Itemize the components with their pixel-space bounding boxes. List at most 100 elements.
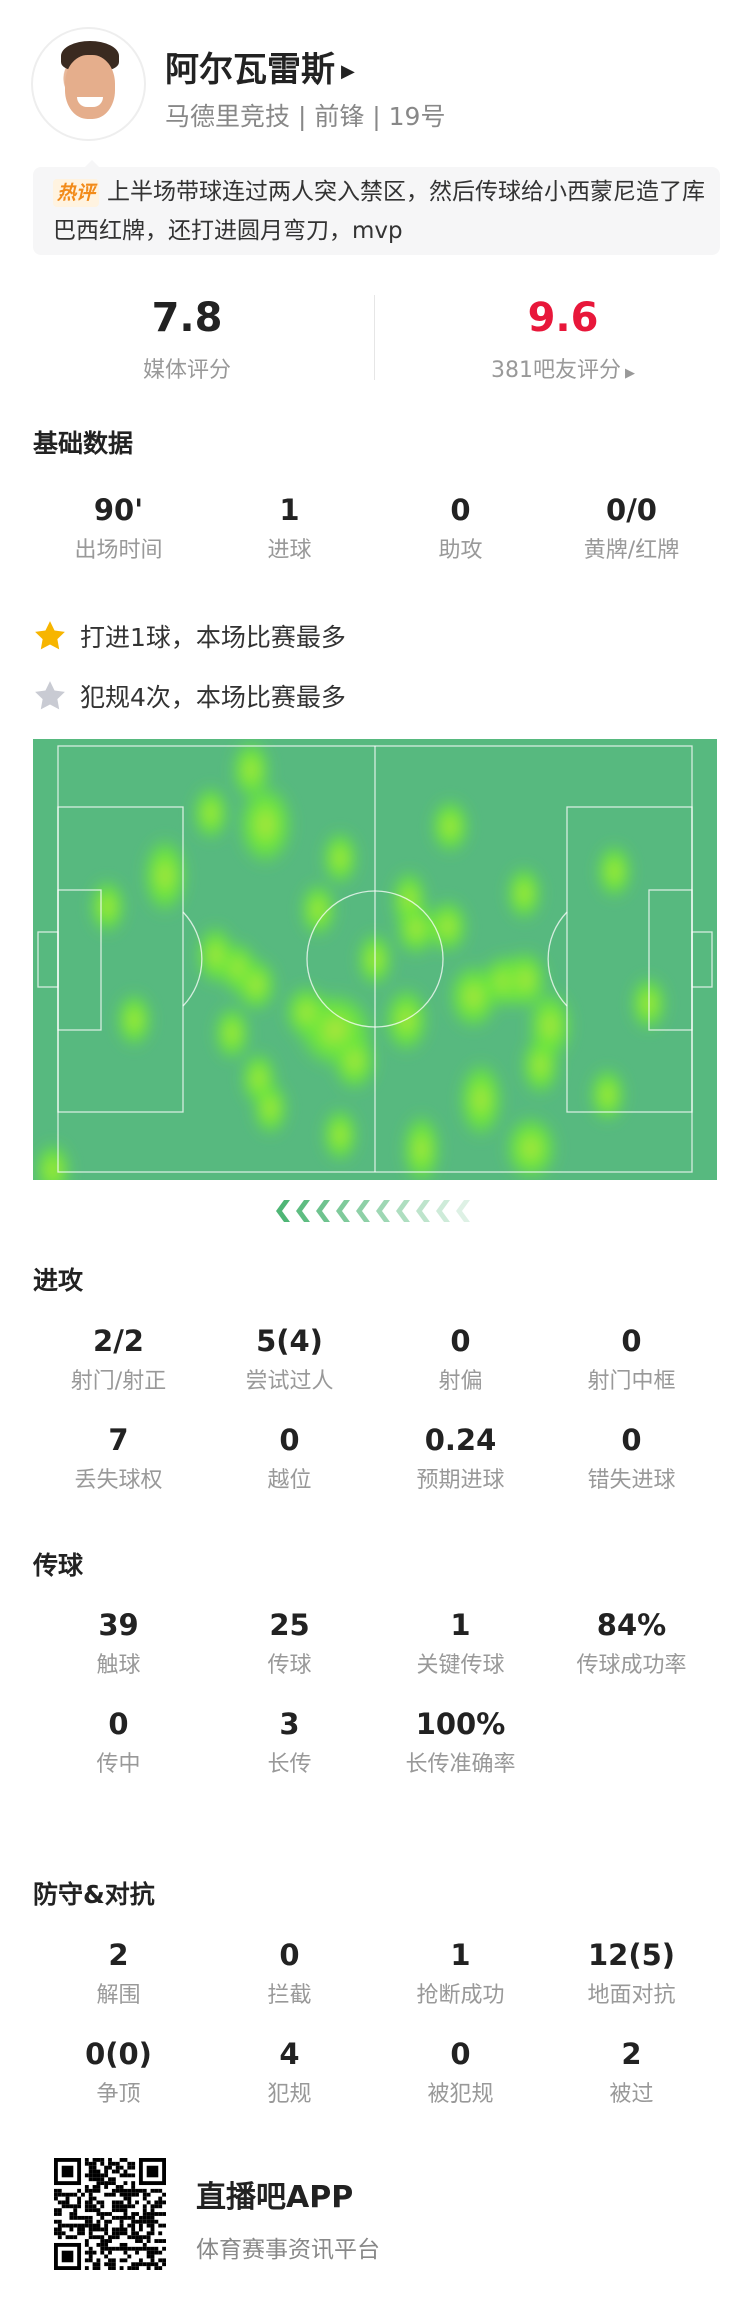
stat-label: 长传准确率 bbox=[405, 1752, 516, 1777]
stat-value: 1 bbox=[450, 1938, 471, 1972]
stat-value: 25 bbox=[269, 1608, 310, 1642]
highlight-item: 打进1球，本场比赛最多 bbox=[33, 618, 346, 654]
stat-label: 传球成功率 bbox=[576, 1653, 687, 1678]
stat-value: 0 bbox=[450, 493, 471, 527]
heat-blob bbox=[426, 898, 469, 955]
heat-blob bbox=[321, 1107, 359, 1164]
heat-blob bbox=[503, 948, 548, 1011]
stat-value: 2 bbox=[108, 1938, 129, 1972]
stat-label: 触球 bbox=[96, 1653, 141, 1678]
fan-rating-value: 9.6 bbox=[527, 295, 599, 341]
player-subtitle: 马德里竞技 | 前锋 | 19号 bbox=[165, 102, 446, 131]
stat-item: 0 拦截 bbox=[204, 1937, 375, 2009]
stat-label: 关键传球 bbox=[416, 1653, 505, 1678]
player-name-link[interactable]: 阿尔瓦雷斯 ▶ bbox=[165, 42, 355, 91]
stat-item: 90' 出场时间 bbox=[33, 492, 204, 564]
stat-label: 抢断成功 bbox=[416, 1983, 505, 2008]
stat-label: 越位 bbox=[267, 1468, 312, 1493]
heat-blob bbox=[430, 798, 470, 855]
stat-label: 犯规 bbox=[267, 2082, 312, 2107]
gold-star-icon bbox=[35, 621, 65, 650]
stat-label: 助攻 bbox=[438, 538, 483, 563]
stat-value: 90' bbox=[93, 493, 144, 527]
highlight-text: 打进1球，本场比赛最多 bbox=[80, 623, 346, 652]
stat-item: 3 长传 bbox=[204, 1706, 375, 1778]
arrow-chevron-icon bbox=[396, 1200, 410, 1222]
fan-rating-label: 381吧友评分 bbox=[491, 358, 621, 383]
stat-item: 84% 传球成功率 bbox=[546, 1607, 717, 1679]
app-name: 直播吧APP bbox=[196, 2180, 354, 2215]
stat-value: 39 bbox=[98, 1608, 139, 1642]
fan-rating[interactable]: 9.6 381吧友评分 ▶ bbox=[413, 292, 713, 384]
stat-value: 0(0) bbox=[85, 2037, 152, 2071]
stat-label: 丢失球权 bbox=[74, 1468, 163, 1493]
stat-value: 0 bbox=[279, 1423, 300, 1457]
heat-blob bbox=[89, 878, 126, 935]
media-rating-label: 媒体评分 bbox=[142, 358, 231, 383]
rating-divider bbox=[374, 295, 375, 380]
stat-label: 解围 bbox=[96, 1983, 141, 2008]
stat-value: 7 bbox=[108, 1423, 129, 1457]
stat-label: 传球 bbox=[267, 1653, 312, 1678]
section-title-attack: 进攻 bbox=[33, 1266, 84, 1295]
stat-value: 0 bbox=[450, 2037, 471, 2071]
stat-value: 5(4) bbox=[256, 1324, 323, 1358]
stat-label: 射偏 bbox=[438, 1369, 483, 1394]
stat-item: 12(5) 地面对抗 bbox=[546, 1937, 717, 2009]
hot-comment: 热评 上半场带球连过两人突入禁区，然后传球给小西蒙尼造了库巴西红牌，还打进圆月弯刀… bbox=[33, 160, 720, 255]
attack-direction-arrows bbox=[276, 1200, 470, 1222]
arrow-chevron-icon bbox=[436, 1200, 450, 1222]
stat-label: 预期进球 bbox=[416, 1468, 505, 1493]
heat-blob bbox=[395, 900, 438, 957]
stat-label: 被犯规 bbox=[427, 2082, 494, 2107]
stat-value: 0.24 bbox=[424, 1423, 497, 1457]
heat-blob bbox=[192, 785, 230, 842]
heat-blob bbox=[34, 1141, 72, 1180]
heat-blob bbox=[589, 1066, 626, 1123]
basic-stats-grid: 90' 出场时间 1 进球 0 助攻 0/0 黄牌/红牌 bbox=[33, 492, 717, 564]
stat-label: 出场时间 bbox=[74, 538, 163, 563]
stat-item: 0 传中 bbox=[33, 1706, 204, 1778]
stat-value: 1 bbox=[279, 493, 300, 527]
stat-item: 100% 长传准确率 bbox=[375, 1706, 546, 1778]
heat-blob bbox=[234, 956, 277, 1013]
stat-value: 2/2 bbox=[93, 1324, 144, 1358]
stat-value: 0 bbox=[279, 1938, 300, 1972]
pitch-lines bbox=[37, 745, 713, 1173]
highlight-text: 犯规4次，本场比赛最多 bbox=[80, 683, 346, 712]
stat-item: 0 射门中框 bbox=[546, 1323, 717, 1395]
qr-code[interactable] bbox=[53, 2158, 167, 2270]
hot-comment-badge: 热评 bbox=[53, 179, 100, 207]
stat-label: 进球 bbox=[267, 538, 312, 563]
stat-value: 0 bbox=[450, 1324, 471, 1358]
player-avatar[interactable] bbox=[31, 27, 146, 141]
stat-item: 0 错失进球 bbox=[546, 1422, 717, 1494]
heat-blob bbox=[237, 782, 294, 867]
arrow-chevron-icon bbox=[316, 1200, 330, 1222]
media-rating: 7.8 媒体评分 bbox=[37, 292, 337, 384]
stat-item: 0 助攻 bbox=[375, 492, 546, 564]
highlight-item: 犯规4次，本场比赛最多 bbox=[33, 678, 346, 714]
stat-label: 黄牌/红牌 bbox=[583, 538, 680, 563]
stat-item: 1 关键传球 bbox=[375, 1607, 546, 1679]
section-title-passing: 传球 bbox=[33, 1551, 84, 1580]
player-name: 阿尔瓦雷斯 bbox=[165, 50, 335, 90]
stat-item: 0 射偏 bbox=[375, 1323, 546, 1395]
arrow-chevron-icon bbox=[376, 1200, 390, 1222]
media-rating-value: 7.8 bbox=[151, 295, 223, 341]
stat-value: 0/0 bbox=[606, 493, 657, 527]
arrow-chevron-icon bbox=[456, 1200, 470, 1222]
stat-label: 射门/射正 bbox=[70, 1369, 167, 1394]
stat-item: 0.24 预期进球 bbox=[375, 1422, 546, 1494]
heat-blob bbox=[300, 881, 337, 938]
silver-star-icon bbox=[35, 681, 65, 710]
stat-value: 12(5) bbox=[587, 1938, 676, 1972]
stat-value: 1 bbox=[450, 1608, 471, 1642]
stat-item: 1 进球 bbox=[204, 492, 375, 564]
stat-value: 0 bbox=[621, 1324, 642, 1358]
heat-blob bbox=[520, 1034, 561, 1097]
heat-blob bbox=[505, 865, 543, 922]
stat-item: 2 解围 bbox=[33, 1937, 204, 2009]
heat-blob bbox=[332, 1030, 377, 1092]
stat-label: 错失进球 bbox=[587, 1468, 676, 1493]
